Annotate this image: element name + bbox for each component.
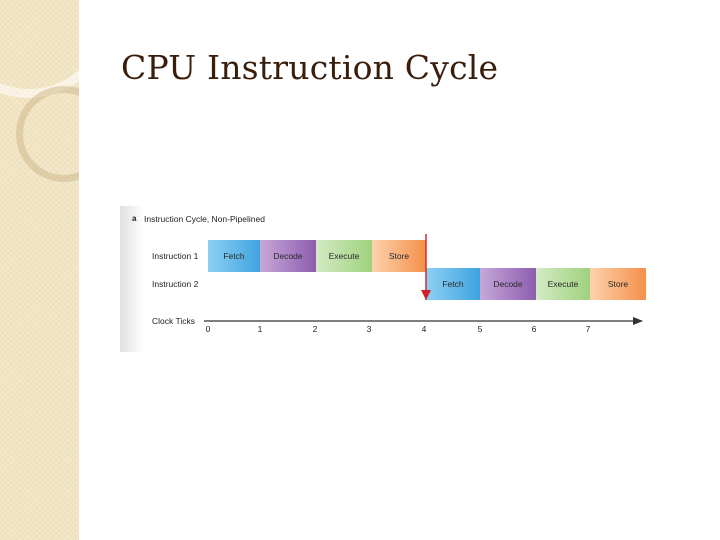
handoff-arrowhead [421, 290, 431, 300]
diagram-lines [204, 234, 643, 325]
tick-label: 5 [477, 324, 483, 334]
tick-label: 1 [257, 324, 263, 334]
tick-label: 3 [366, 324, 372, 334]
decorative-ring [16, 86, 79, 182]
axis-label: Clock Ticks [152, 316, 195, 326]
slide-title: CPU Instruction Cycle [121, 48, 499, 87]
instruction-2-store-stage: Store [590, 268, 646, 300]
row-label-instruction-2: Instruction 2 [152, 279, 199, 289]
instruction-2-fetch-stage: Fetch [426, 268, 480, 300]
tick-label: 7 [585, 324, 591, 334]
diagram-part-letter: a [132, 214, 137, 223]
decorative-sidebar [0, 0, 79, 540]
diagram-part-title: Instruction Cycle, Non-Pipelined [144, 214, 265, 224]
tick-label: 0 [205, 324, 211, 334]
instruction-1-fetch-stage: Fetch [208, 240, 260, 272]
pipeline-diagram: a Instruction Cycle, Non-Pipelined Instr… [120, 200, 660, 352]
instruction-1-store-stage: Store [372, 240, 426, 272]
instruction-1-execute-stage: Execute [316, 240, 372, 272]
tick-label: 2 [312, 324, 318, 334]
tick-label: 4 [421, 324, 427, 334]
instruction-1-decode-stage: Decode [260, 240, 316, 272]
tick-label: 6 [531, 324, 537, 334]
diagram-shading [120, 206, 144, 352]
decorative-ring [0, 0, 79, 98]
row-label-instruction-1: Instruction 1 [152, 251, 199, 261]
instruction-2-decode-stage: Decode [480, 268, 536, 300]
instruction-2-execute-stage: Execute [536, 268, 590, 300]
